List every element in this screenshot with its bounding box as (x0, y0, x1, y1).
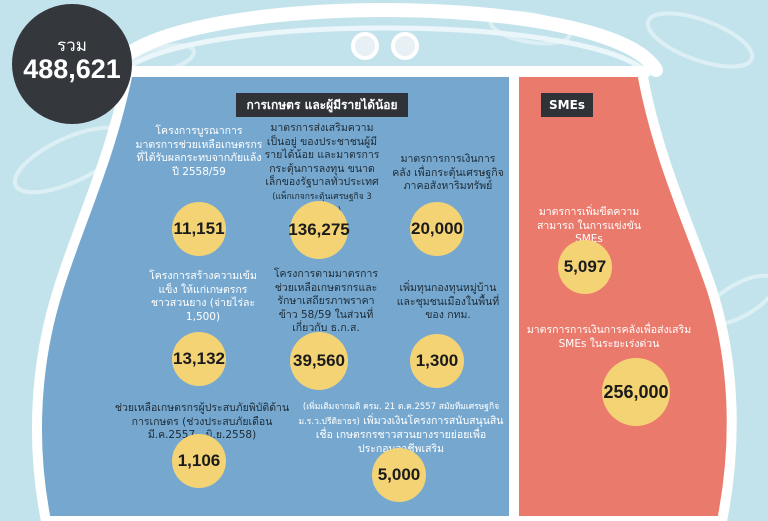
item-4-value: 13,132 (172, 332, 226, 386)
background-coins (12, 10, 768, 327)
item-1-caption: โครงการบูรณาการ มาตรการช่วยเหลือเกษตรกร … (135, 125, 263, 178)
smes-panel (509, 67, 737, 521)
smes-banner: SMEs (541, 93, 593, 117)
agri-panel (31, 67, 519, 521)
item-6-value: 1,300 (410, 334, 464, 388)
item-8-note: (เพิ่มเติมจากมติ ครม. 21 ต.ค.2557 สมัยที… (298, 402, 500, 427)
item-2-value: 136,275 (288, 201, 350, 259)
item-8-value: 5,000 (372, 448, 426, 502)
item-9-value: 5,097 (558, 240, 612, 294)
item-8-caption: (เพิ่มเติมจากมติ ครม. 21 ต.ค.2557 สมัยที… (298, 400, 504, 456)
item-1-value: 11,151 (172, 202, 226, 256)
item-2-caption: มาตรการส่งเสริมความเป็นอยู่ ของประชาชนผู… (262, 122, 382, 219)
item-6-caption: เพิ่มทุนกองทุนหมู่บ้าน และชุมชนเมืองในพื… (396, 282, 500, 321)
item-2-text: มาตรการส่งเสริมความเป็นอยู่ ของประชาชนผู… (264, 122, 380, 188)
item-10-caption: มาตรการการเงินการคลังเพื่อส่งเสริม SMEs … (526, 324, 692, 350)
item-10-value: 256,000 (602, 358, 670, 426)
total-label: รวม (57, 36, 87, 55)
item-5-caption: โครงการตามมาตรการ ช่วยเหลือเกษตรกรและ รั… (273, 268, 379, 334)
item-7-value: 1,106 (172, 434, 226, 488)
item-3-caption: มาตรการการเงินการคลัง เพื่อกระตุ้นเศรษฐก… (392, 153, 504, 192)
agri-banner: การเกษตร และผู้มีรายได้น้อย (236, 93, 408, 117)
item-3-value: 20,000 (410, 202, 464, 256)
item-4-caption: โครงการสร้างความเข้มแข็ง ให้แก่เกษตรกรชา… (149, 270, 257, 323)
item-5-value: 39,560 (290, 332, 348, 390)
total-value: 488,621 (23, 54, 121, 84)
total-circle: รวม 488,621 (12, 4, 132, 124)
